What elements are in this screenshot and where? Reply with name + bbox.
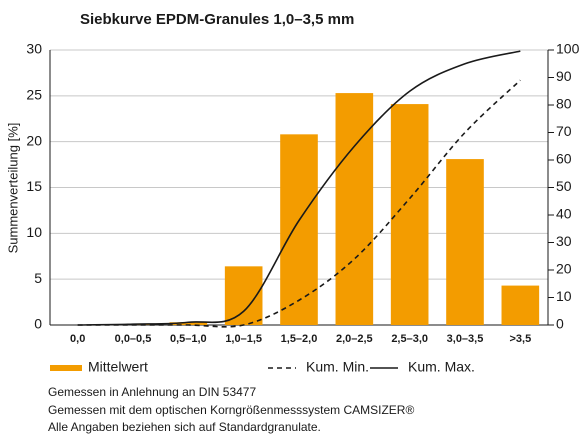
line [77,50,521,326]
y2-tick-label: 30 [556,233,572,249]
note: Gemessen in Anlehnung an DIN 53477 [48,385,256,399]
y2-tick-label: 60 [556,151,572,167]
y-axis-label: Summenverteilung [%] [5,123,20,254]
y2-tick-label: 0 [556,316,564,332]
bar [335,93,374,325]
y2-tick-label: 20 [556,261,572,277]
y2-tick-label: 100 [556,41,580,57]
chart-title: Siebkurve EPDM-Granules 1,0–3,5 mm [80,11,354,28]
legend-swatch [50,365,82,371]
x-tick-label: 3,0–3,5 [447,333,484,345]
x-tick-label: >3,5 [509,333,531,345]
legend-label: Kum. Min. [306,359,369,375]
x-tick-label: 1,0–1,5 [225,333,262,345]
y2-tick-label: 40 [556,206,572,222]
y2-tick-label: 50 [556,178,572,194]
x-tick-label: 1,5–2,0 [281,333,318,345]
y-tick-label: 15 [26,178,42,194]
y2-tick-label: 70 [556,123,572,139]
y2-tick-label: 10 [556,288,572,304]
y-tick-label: 25 [26,87,42,103]
note: Gemessen mit dem optischen Korngrößenmes… [48,403,414,417]
y-tick-label: 0 [34,316,42,332]
bar [169,322,208,325]
legend-label: Mittelwert [88,359,148,375]
y-tick-label: 20 [26,132,42,148]
x-tick-label: 0,5–1,0 [170,333,207,345]
x-tick-label: 0,0 [70,333,85,345]
y-tick-label: 10 [26,224,42,240]
bar [280,134,318,325]
bar [390,104,429,325]
note: Alle Angaben beziehen sich auf Standardg… [48,420,321,434]
line [77,79,521,328]
y2-tick-label: 90 [556,68,572,84]
y-tick-label: 5 [34,270,42,286]
legend-label: Kum. Max. [408,359,475,375]
bar [501,285,540,325]
y2-tick-label: 80 [556,96,572,112]
x-tick-label: 2,5–3,0 [391,333,428,345]
y-tick-label: 30 [26,41,42,57]
x-tick-label: 0,0–0,5 [115,333,152,345]
bar [446,159,484,325]
x-tick-label: 2,0–2,5 [336,333,373,345]
